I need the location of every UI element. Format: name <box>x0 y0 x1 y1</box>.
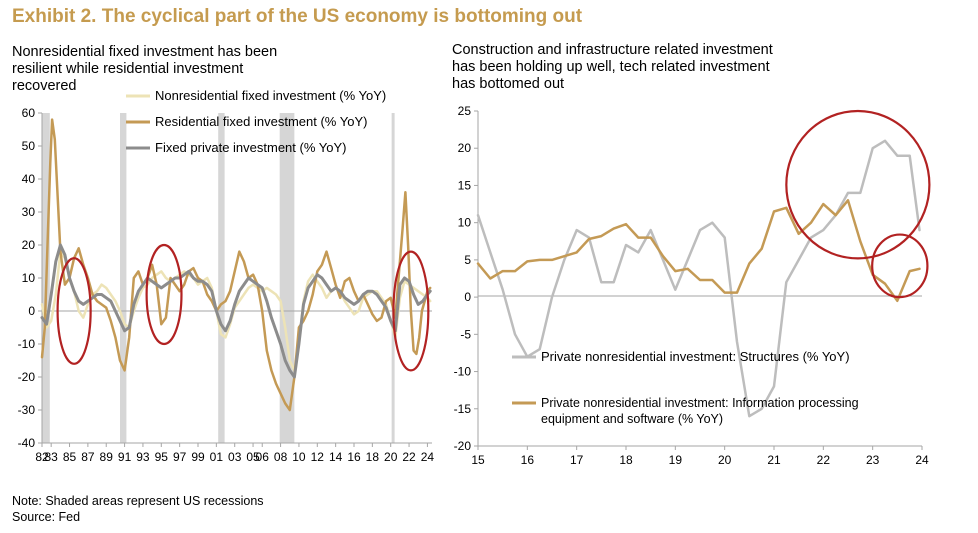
left-x-tick-label: 91 <box>118 450 132 464</box>
right-x-tick-label: 18 <box>619 453 633 467</box>
left-x-tick-label: 22 <box>402 450 416 464</box>
left-x-tick-label: 06 <box>256 450 270 464</box>
right-y-tick-label: 20 <box>458 141 472 155</box>
footnote-note: Note: Shaded areas represent US recessio… <box>12 494 264 508</box>
left-y-tick-label: 30 <box>22 205 36 219</box>
right-x-tick-label: 21 <box>767 453 781 467</box>
right-legend-label: Private nonresidential investment: Struc… <box>541 349 850 364</box>
right-y-tick-label: 5 <box>464 253 471 267</box>
left-x-tick-label: 10 <box>292 450 306 464</box>
left-y-tick-label: -40 <box>18 436 36 450</box>
left-x-tick-label: 89 <box>100 450 114 464</box>
right-x-tick-label: 19 <box>669 453 683 467</box>
right-x-tick-label: 22 <box>817 453 831 467</box>
left-x-tick-label: 12 <box>311 450 325 464</box>
left-x-tick-label: 93 <box>136 450 150 464</box>
left-y-tick-label: 50 <box>22 139 36 153</box>
right-series-2-line <box>478 200 920 300</box>
left-x-tick-label: 87 <box>81 450 95 464</box>
right-legend-label: Private nonresidential investment: Infor… <box>541 396 859 410</box>
left-y-tick-label: 10 <box>22 271 36 285</box>
left-y-tick-label: 40 <box>22 172 36 186</box>
footnote-source: Source: Fed <box>12 510 80 524</box>
left-x-tick-label: 20 <box>384 450 398 464</box>
left-recession-band <box>392 113 395 443</box>
left-legend-label: Residential fixed investment (% YoY) <box>155 114 367 129</box>
right-y-tick-label: -10 <box>454 365 472 379</box>
left-y-tick-label: 0 <box>28 304 35 318</box>
left-x-tick-label: 08 <box>274 450 288 464</box>
left-x-tick-label: 01 <box>210 450 224 464</box>
left-x-tick-label: 83 <box>44 450 58 464</box>
right-x-tick-label: 23 <box>866 453 880 467</box>
left-x-tick-label: 95 <box>155 450 169 464</box>
right-x-tick-label: 15 <box>471 453 485 467</box>
left-series-2-line <box>42 120 430 410</box>
left-legend-label: Nonresidential fixed investment (% YoY) <box>155 88 386 103</box>
right-y-tick-label: -15 <box>454 402 472 416</box>
right-y-tick-label: 25 <box>458 104 472 118</box>
right-x-tick-label: 20 <box>718 453 732 467</box>
left-legend-label: Fixed private investment (% YoY) <box>155 140 346 155</box>
right-y-tick-label: 15 <box>458 178 472 192</box>
right-x-tick-label: 16 <box>521 453 535 467</box>
left-x-tick-label: 99 <box>191 450 205 464</box>
left-x-tick-label: 18 <box>366 450 380 464</box>
left-recession-band <box>120 113 126 443</box>
right-y-tick-label: 10 <box>458 216 472 230</box>
left-y-tick-label: -10 <box>18 337 36 351</box>
right-y-tick-label: 0 <box>464 290 471 304</box>
right-y-tick-label: -5 <box>460 327 471 341</box>
right-y-tick-label: -20 <box>454 439 472 453</box>
left-y-tick-label: -20 <box>18 370 36 384</box>
left-x-tick-label: 85 <box>63 450 77 464</box>
left-x-tick-label: 03 <box>228 450 242 464</box>
left-highlight-circle <box>147 245 182 344</box>
right-x-tick-label: 17 <box>570 453 584 467</box>
right-x-tick-label: 24 <box>915 453 929 467</box>
right-legend-label: equipment and software (% YoY) <box>541 412 723 426</box>
left-x-tick-label: 14 <box>329 450 343 464</box>
left-x-tick-label: 97 <box>173 450 187 464</box>
charts-canvas: -40-30-20-1001020304050608283 85 87 89 91 93 9… <box>0 0 978 533</box>
left-y-tick-label: -30 <box>18 403 36 417</box>
right-chart: -20 -15 -10 -5 0 5 10 15 20 25 15 16 17 18 19 20 21 22 23 2… <box>454 104 930 467</box>
left-x-tick-label: 16 <box>347 450 361 464</box>
left-recession-band <box>218 113 224 443</box>
left-y-tick-label: 20 <box>22 238 36 252</box>
left-y-tick-label: 60 <box>22 106 36 120</box>
left-x-tick-label: 24 <box>421 450 435 464</box>
